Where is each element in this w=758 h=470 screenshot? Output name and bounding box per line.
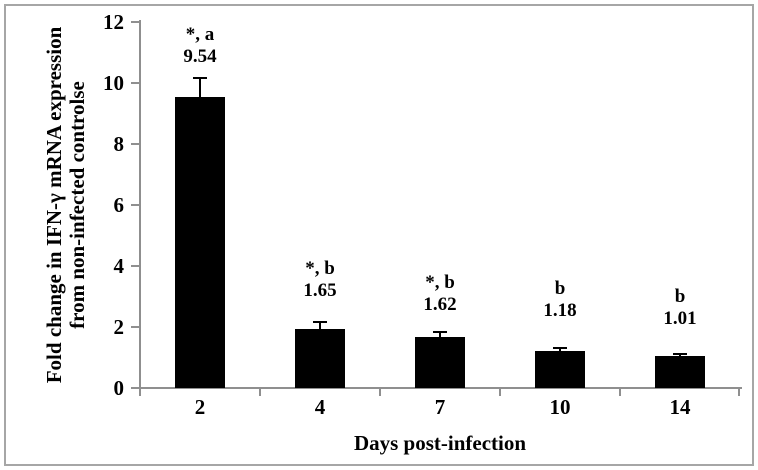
value-label-day-2: 9.54 [183,46,217,68]
bar-day-2 [175,97,225,388]
bar-day-10 [535,351,585,388]
error-bar-cap-day-14 [673,352,687,355]
bar-day-4 [295,328,345,388]
x-axis-line [139,387,742,389]
error-bar-day-10 [559,348,561,354]
y-axis-title-line1: Fold change in IFN-γ mRNA expression [42,26,66,384]
y-axis-tick [131,204,140,206]
value-label-day-10: 1.18 [543,300,577,322]
error-bar-day-2 [199,78,201,100]
sig-label-day-14: b [674,285,686,307]
x-axis-tick [379,388,381,396]
value-label-day-7: 1.62 [423,294,457,316]
error-bar-cap-day-7 [433,331,447,334]
annotation-day-14: b 1.01 [620,286,740,330]
y-axis-tick-label: 10 [103,71,124,95]
error-bar-day-4 [319,321,321,331]
y-axis-tick-label: 2 [113,315,125,339]
y-axis-line [139,20,141,390]
y-axis-tick [131,265,140,267]
x-axis-tick [259,388,261,396]
y-axis-tick [131,387,140,389]
y-axis-tick [131,143,140,145]
y-axis-tick [131,326,140,328]
x-axis-tick-label-day-7: 7 [434,395,446,419]
x-axis-tick-label-day-10: 10 [549,395,571,419]
x-axis-tick [139,388,141,396]
error-bar-cap-day-4 [313,320,327,323]
y-axis-tick-label: 12 [103,10,124,34]
y-axis-tick-label: 8 [113,132,125,156]
value-label-day-4: 1.65 [303,279,337,301]
error-bar-day-14 [679,353,681,359]
annotation-day-10: b 1.18 [500,278,620,322]
error-bar-cap-day-10 [553,347,567,350]
x-axis-tick [619,388,621,396]
y-axis-tick [131,82,140,84]
sig-label-day-7: *, b [425,272,455,294]
x-axis-tick-label-day-14: 14 [669,395,691,419]
bar-day-14 [655,356,705,388]
figure-border [4,4,754,466]
x-axis-title: Days post-infection [353,431,527,455]
y-axis-tick-label: 0 [113,376,125,400]
y-axis-tick [131,21,140,23]
error-bar-day-7 [439,332,441,340]
x-axis-tick [738,388,740,396]
y-axis-tick-label: 4 [113,254,125,278]
x-axis-tick-label-day-2: 2 [194,395,206,419]
x-axis-tick-label-day-4: 4 [314,395,326,419]
annotation-day-2: *, a 9.54 [140,24,260,68]
bar-day-7 [415,337,465,388]
annotation-day-7: *, b 1.62 [380,272,500,316]
sig-label-day-4: *, b [305,257,335,279]
annotation-day-4: *, b 1.65 [260,258,380,302]
sig-label-day-10: b [554,278,566,300]
y-axis-tick-label: 6 [113,193,125,217]
value-label-day-14: 1.01 [663,307,697,329]
sig-label-day-2: *, a [185,24,215,46]
x-axis-tick [499,388,501,396]
error-bar-cap-day-2 [193,77,207,80]
